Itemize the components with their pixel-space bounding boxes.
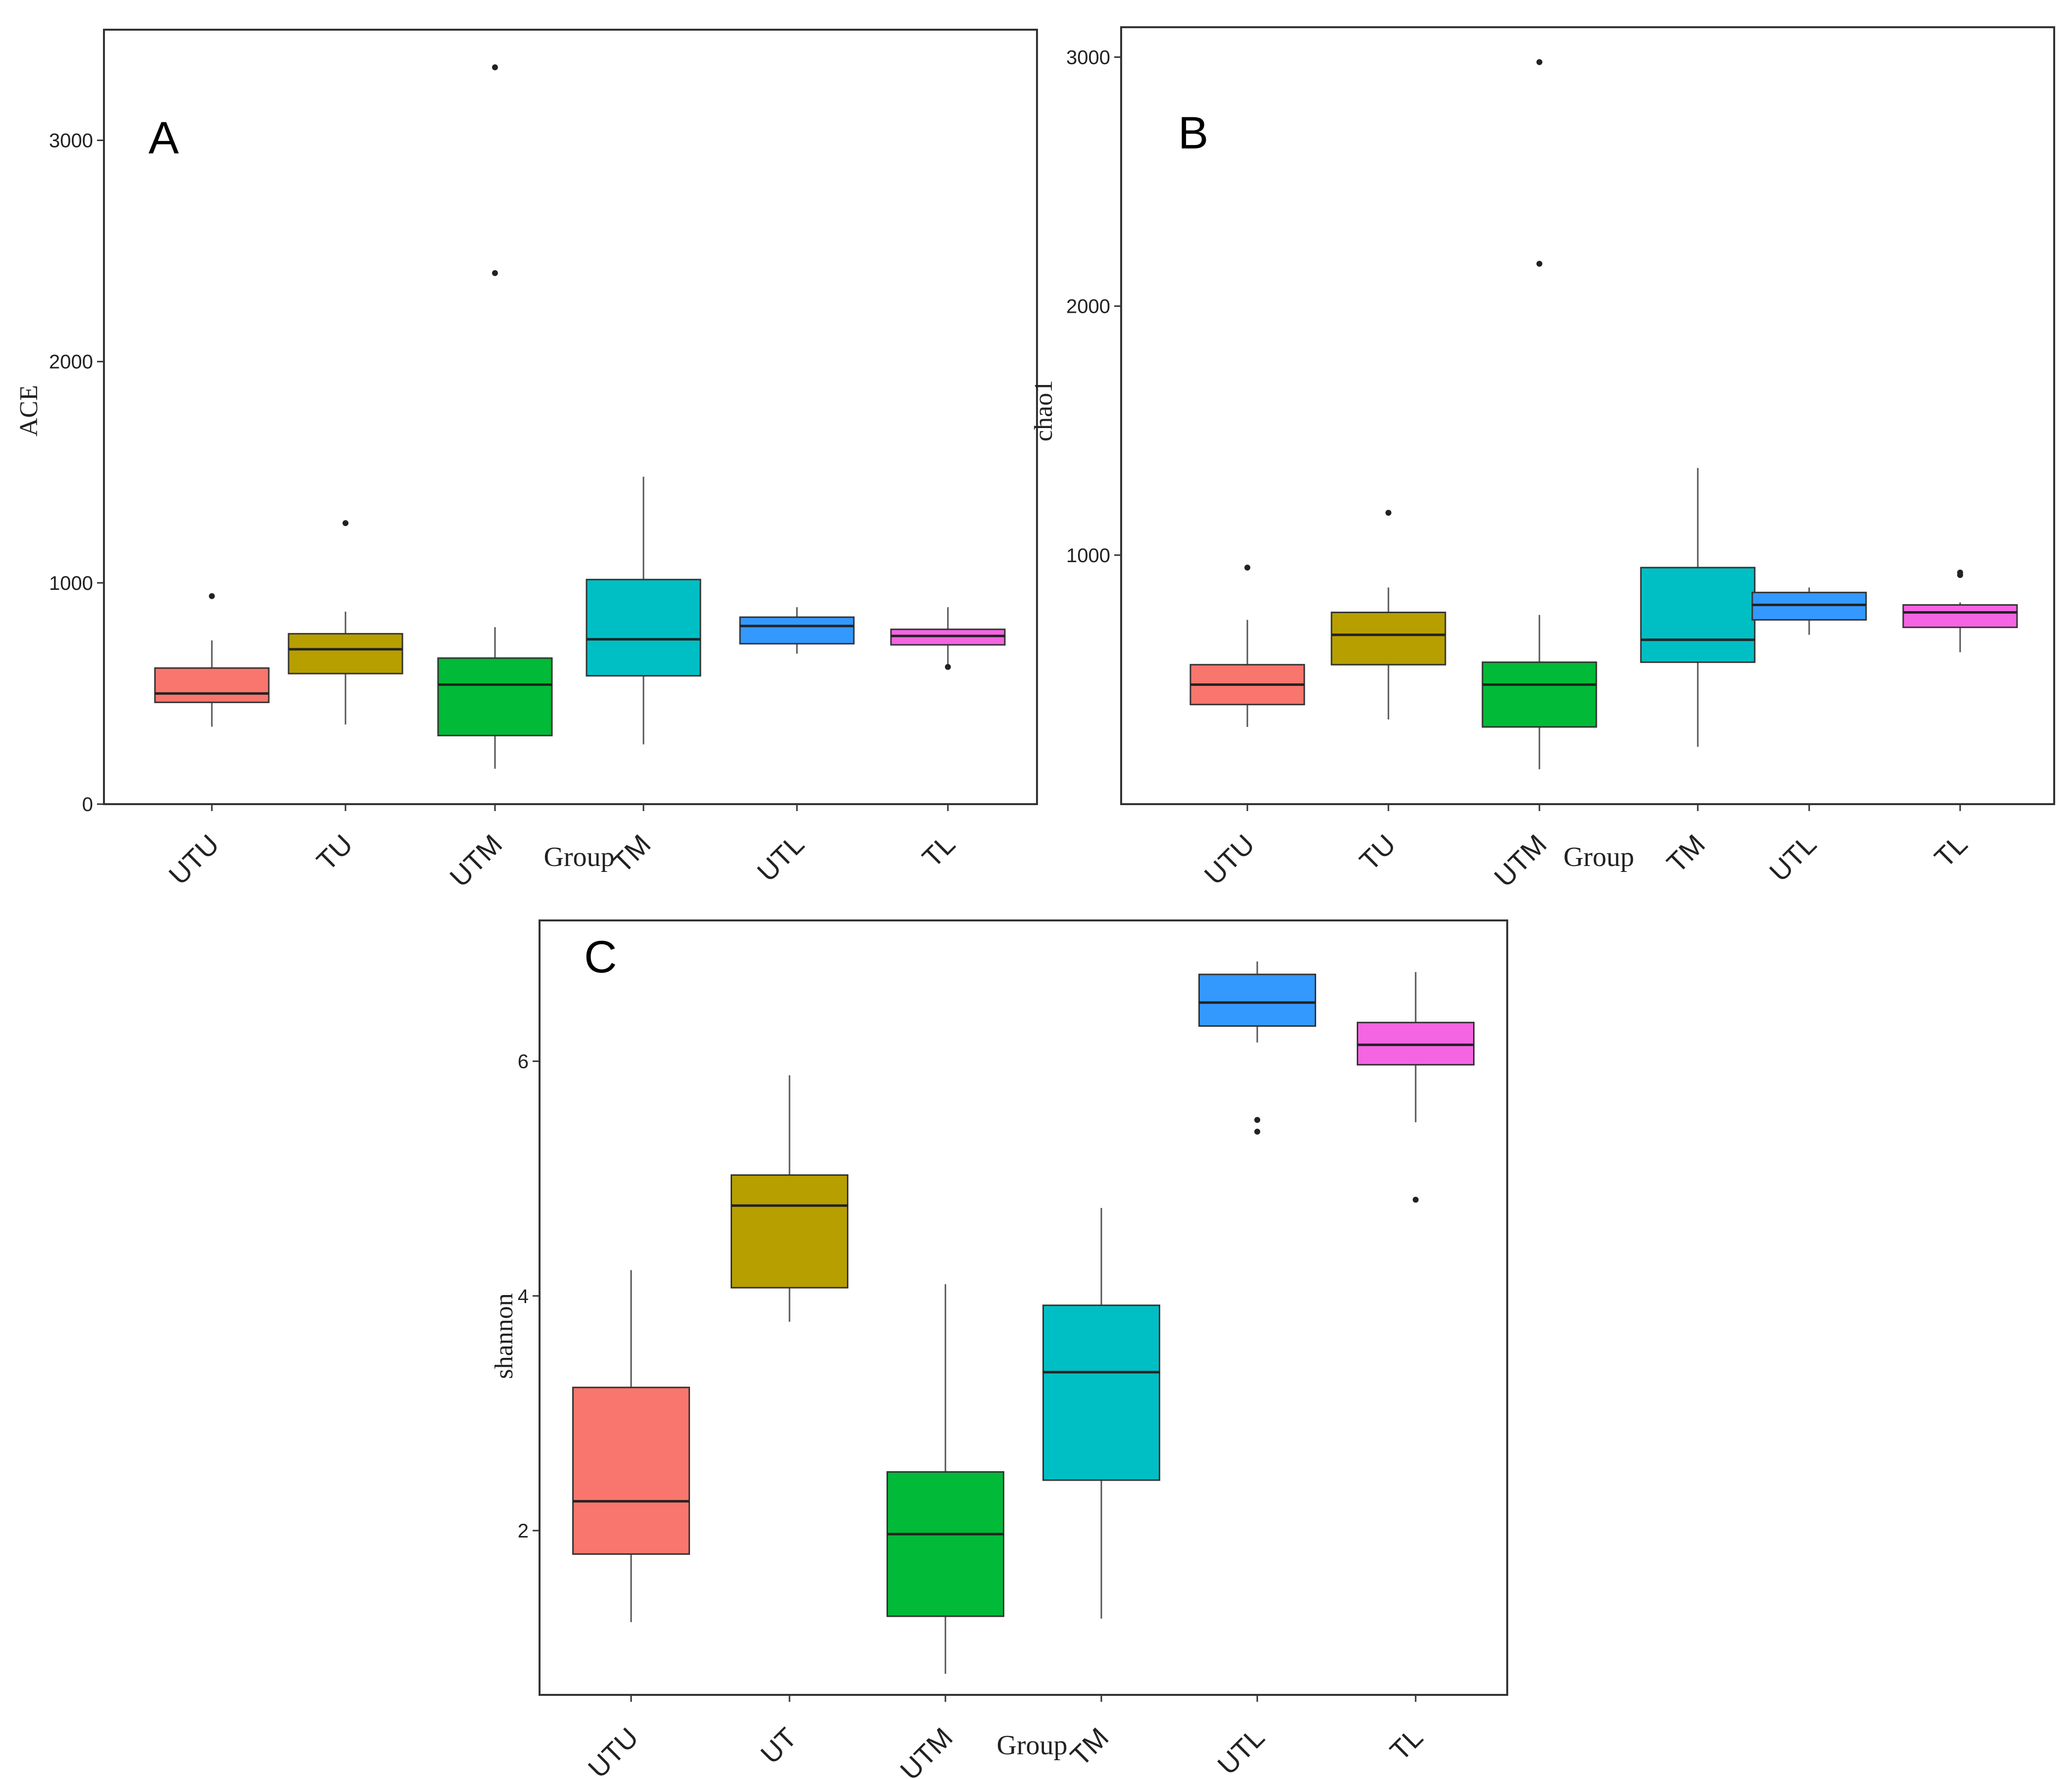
y-tick-label: 3000: [1066, 47, 1110, 68]
y-axis-label: ACE: [15, 385, 43, 436]
plot-frame: [539, 919, 1508, 1696]
outlier-point: [1254, 1117, 1260, 1123]
outlier-point: [492, 64, 498, 71]
box-tu: [288, 633, 403, 674]
box-utm: [1481, 661, 1597, 728]
outlier-point: [1957, 570, 1963, 576]
y-tick-label: 1000: [49, 573, 93, 594]
outlier-point: [209, 593, 215, 599]
y-tick-label: 2: [518, 1520, 529, 1542]
outlier-point: [1536, 261, 1542, 267]
outlier-point: [492, 270, 498, 276]
box-utl: [1751, 591, 1867, 621]
outlier-point: [343, 520, 348, 527]
x-axis-label: Group: [1563, 842, 1634, 872]
outlier-point: [1254, 1128, 1260, 1135]
panel-label: C: [584, 932, 617, 982]
box-ut: [731, 1174, 848, 1289]
y-tick-label: 4: [518, 1286, 529, 1307]
panel-label: B: [1178, 108, 1208, 158]
box-utm: [887, 1471, 1004, 1617]
x-axis-label: Group: [996, 1730, 1067, 1761]
plot-frame: [1120, 26, 2055, 805]
box-utu: [572, 1387, 690, 1555]
box-tl: [1902, 604, 2018, 628]
y-axis-label: chao1: [1030, 380, 1058, 441]
y-tick-label: 0: [82, 794, 93, 816]
y-tick-label: 6: [518, 1051, 529, 1073]
outlier-point: [1385, 510, 1391, 516]
y-tick-label: 1000: [1066, 545, 1110, 567]
y-tick-label: 2000: [49, 351, 93, 373]
box-utl: [1198, 973, 1316, 1027]
y-tick-label: 2000: [1066, 296, 1110, 318]
box-tm: [586, 578, 701, 677]
plot-frame: [103, 29, 1038, 805]
outlier-point: [1536, 59, 1542, 65]
x-axis-label: Group: [543, 842, 614, 872]
outlier-point: [1413, 1197, 1419, 1203]
y-tick-label: 3000: [49, 130, 93, 152]
box-utm: [437, 657, 553, 736]
y-axis-label: shannon: [490, 1293, 518, 1379]
outlier-point: [945, 664, 951, 670]
panel-label: A: [148, 113, 179, 163]
box-tm: [1640, 567, 1756, 663]
box-utl: [739, 616, 855, 645]
box-tm: [1042, 1304, 1160, 1481]
outlier-point: [1244, 564, 1250, 571]
box-tu: [1331, 612, 1446, 666]
box-utu: [154, 667, 270, 703]
